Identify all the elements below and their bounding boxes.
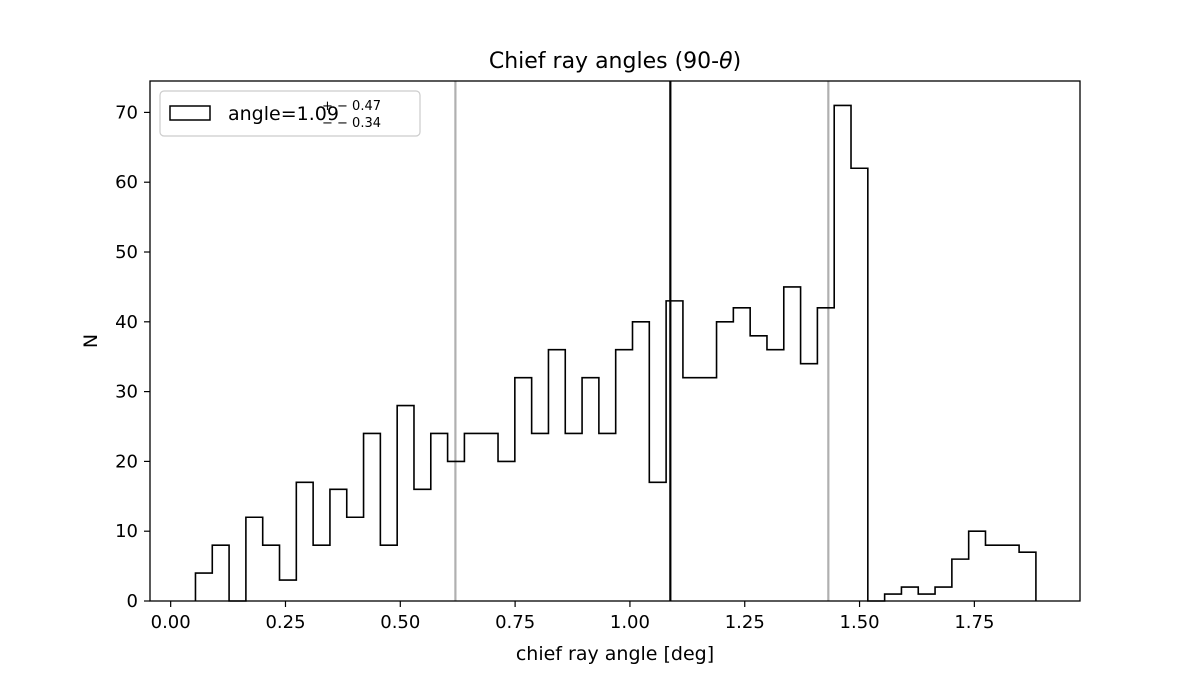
histogram-bin — [599, 433, 616, 601]
histogram-bin — [347, 517, 364, 601]
histogram-bin — [565, 433, 582, 601]
x-tick-label: 1.00 — [610, 612, 650, 633]
histogram-bin — [616, 350, 633, 601]
y-tick-label: 30 — [115, 382, 138, 403]
histogram-bin — [263, 545, 280, 601]
histogram-bin — [431, 433, 448, 601]
histogram-bin — [448, 461, 465, 601]
histogram-bin — [851, 168, 868, 601]
histogram-bin — [313, 545, 330, 601]
histogram-bin — [801, 364, 818, 601]
x-tick-label: 0.00 — [151, 612, 191, 633]
y-tick-label: 10 — [115, 521, 138, 542]
x-axis-ticks: 0.00 0.25 0.50 0.75 1.00 1.25 1.50 1.75 — [151, 601, 994, 633]
x-tick-label: 1.75 — [954, 612, 994, 633]
histogram-bin — [195, 573, 212, 601]
x-tick-label: 0.75 — [495, 612, 535, 633]
histogram-bin — [246, 517, 263, 601]
x-tick-label: 1.50 — [840, 612, 880, 633]
y-tick-label: 70 — [115, 102, 138, 123]
y-tick-label: 0 — [127, 591, 138, 612]
histogram-bin — [414, 489, 431, 601]
histogram-bin — [330, 489, 347, 601]
histogram-bin — [901, 587, 918, 601]
histogram-bin — [985, 545, 1002, 601]
legend: angle=1.09 + − 0.47 − − 0.34 — [159, 90, 421, 137]
histogram-bin — [464, 433, 481, 601]
histogram-bin — [582, 378, 599, 601]
histogram-bin — [212, 545, 229, 601]
legend-label: angle=1.09 — [228, 103, 339, 125]
legend-box — [159, 90, 421, 137]
chart-title: Chief ray angles (90-θ) — [489, 49, 741, 74]
histogram-bin — [784, 287, 801, 601]
histogram-bin — [481, 433, 498, 601]
y-tick-label: 60 — [115, 172, 138, 193]
histogram-bin — [364, 433, 381, 601]
histogram-bin — [700, 378, 717, 601]
histogram-bin — [397, 406, 414, 601]
histogram-bin — [532, 433, 549, 601]
histogram-bin — [1002, 545, 1019, 601]
histogram-bin — [834, 105, 851, 601]
histogram-bin — [935, 587, 952, 601]
histogram-step-outline — [194, 104, 1037, 602]
histogram-bin — [666, 301, 683, 601]
reference-lines — [454, 81, 830, 601]
legend-upper-error: + − 0.47 — [322, 99, 381, 114]
legend-lower-error: − − 0.34 — [322, 116, 381, 131]
histogram-bin — [380, 545, 397, 601]
histogram-bin — [548, 350, 565, 601]
y-axis-ticks: 0 10 20 30 40 50 60 70 — [115, 102, 150, 612]
x-tick-label: 0.50 — [380, 612, 420, 633]
plot-area-frame — [149, 80, 1081, 602]
legend-swatch — [169, 105, 211, 121]
histogram-bin — [498, 461, 515, 601]
histogram-bin — [632, 322, 649, 601]
histogram-bin — [1019, 552, 1036, 601]
y-tick-label: 40 — [115, 312, 138, 333]
histogram-bin — [918, 594, 935, 601]
histogram-bin — [767, 350, 784, 601]
histogram-bin — [817, 308, 834, 601]
histogram-bin — [296, 482, 313, 601]
histogram-bin — [750, 336, 767, 601]
y-axis-label: N — [80, 334, 102, 348]
histogram-bin — [280, 580, 297, 601]
histogram-bin — [717, 322, 734, 601]
y-tick-label: 50 — [115, 242, 138, 263]
histogram-bin — [952, 559, 969, 601]
histogram-bin — [683, 378, 700, 601]
histogram-bin — [733, 308, 750, 601]
histogram-bin — [515, 378, 532, 601]
x-axis-label: chief ray angle [deg] — [516, 643, 714, 665]
histogram-bin — [649, 482, 666, 601]
x-tick-label: 1.25 — [725, 612, 765, 633]
histogram-bin — [969, 531, 986, 601]
y-tick-label: 20 — [115, 451, 138, 472]
histogram-bin — [885, 594, 902, 601]
x-tick-label: 0.25 — [265, 612, 305, 633]
